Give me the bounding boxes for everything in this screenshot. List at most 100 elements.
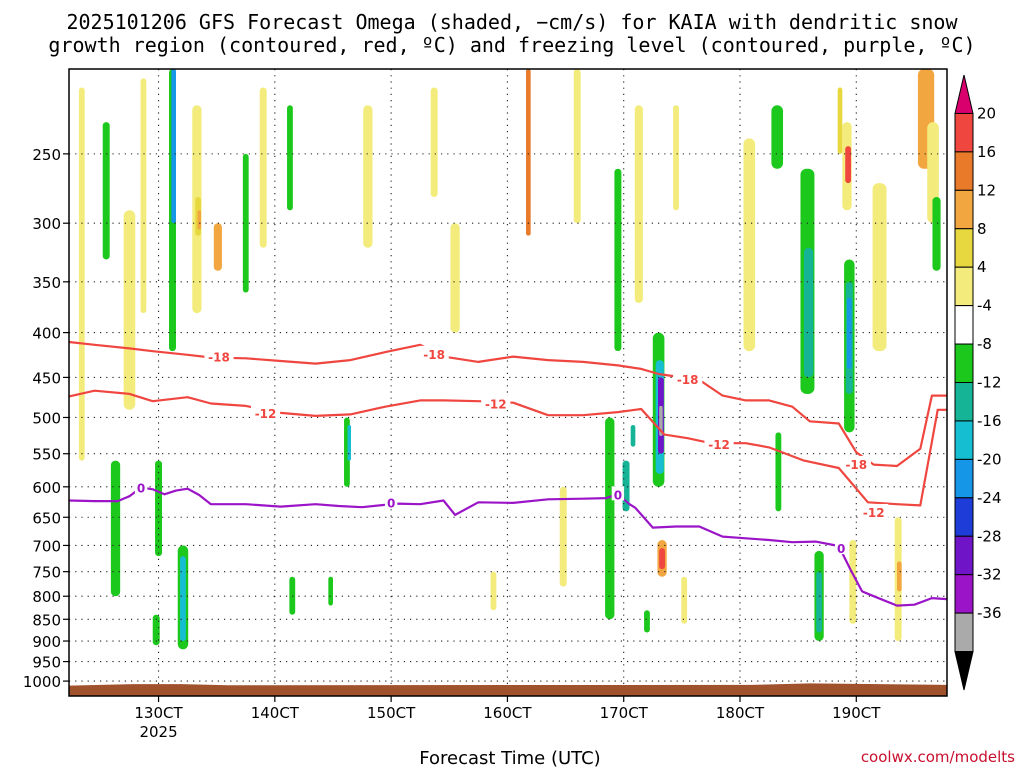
omega-shade-23 xyxy=(430,87,438,197)
x-tick-label-140CT: 140CT xyxy=(251,704,300,722)
omega-shade-19 xyxy=(328,576,333,606)
x-tick-label-150CT: 150CT xyxy=(367,704,416,722)
y-tick-label-450: 450 xyxy=(32,369,61,387)
chart-title-line2: growth region (contoured, red, ºC) and f… xyxy=(48,33,975,57)
surface-terrain xyxy=(69,683,947,696)
freezing-level-label-bg-0 xyxy=(134,479,148,494)
colorbar-label-9: -20 xyxy=(977,450,1002,468)
omega-shade-27 xyxy=(559,486,567,587)
omega-shade-21 xyxy=(347,425,352,461)
colorbar-swatch-13 xyxy=(954,574,974,614)
credit-text: coolwx.com/modelts xyxy=(861,748,1015,766)
y-tick-label-650: 650 xyxy=(32,509,61,527)
x-tick-label-180CT: 180CT xyxy=(716,704,765,722)
x-tick-label-160CT: 160CT xyxy=(483,704,532,722)
y-tick-label-300: 300 xyxy=(32,215,61,233)
colorbar-swatch-5 xyxy=(954,266,974,307)
dgz-bottom-label-bg-3 xyxy=(859,503,889,518)
y-tick-label-350: 350 xyxy=(32,274,61,292)
y-tick-label-400: 400 xyxy=(32,325,61,343)
dgz-bottom-label-bg-0 xyxy=(250,404,281,419)
omega-shade-17 xyxy=(287,105,293,211)
omega-shade-50 xyxy=(837,87,843,154)
colorbar-label-7: -12 xyxy=(977,374,1002,392)
omega-shade-4 xyxy=(140,78,147,314)
colorbar-swatch-2 xyxy=(954,151,974,191)
y-tick-label-500: 500 xyxy=(32,409,61,427)
colorbar-label-13: -36 xyxy=(977,604,1002,622)
colorbar-cap-top xyxy=(954,74,974,114)
omega-shade-29 xyxy=(605,417,615,620)
omega-shade-47 xyxy=(803,247,814,378)
omega-shade-10 xyxy=(180,556,186,642)
colorbar-label-1: 16 xyxy=(977,143,996,161)
omega-shade-6 xyxy=(155,460,163,557)
omega-shade-49 xyxy=(816,571,822,633)
freezing-level-label-1: 0 xyxy=(387,496,395,510)
omega-shade-1 xyxy=(102,122,110,260)
colorbar-cap-bottom xyxy=(954,651,974,691)
colorbar-label-10: -24 xyxy=(977,489,1002,507)
dgz-top-label-0: -18 xyxy=(208,351,230,365)
y-tick-label-800: 800 xyxy=(32,588,61,606)
y-tick-label-600: 600 xyxy=(32,479,61,497)
y-tick-label-950: 950 xyxy=(32,654,61,672)
omega-shade-22 xyxy=(363,105,373,248)
dgz-bottom-label-0: -12 xyxy=(255,407,277,421)
colorbar-swatch-10 xyxy=(954,458,974,499)
colorbar-swatch-3 xyxy=(954,189,974,230)
dgz-bottom-label-bg-1 xyxy=(481,395,511,410)
chart-title-line1: 2025101206 GFS Forecast Omega (shaded, −… xyxy=(66,10,958,34)
colorbar-label-12: -32 xyxy=(977,566,1002,584)
omega-shade-34 xyxy=(644,610,650,633)
omega-shade-24 xyxy=(450,223,460,333)
omega-shade-41 xyxy=(673,105,679,211)
colorbar-swatch-11 xyxy=(954,497,974,537)
dgz-top-label-bg-1 xyxy=(419,345,449,360)
dgz-top-label-3: -18 xyxy=(845,458,867,472)
omega-shade-32 xyxy=(630,425,636,447)
omega-shade-15 xyxy=(242,153,249,293)
omega-shade-33 xyxy=(634,105,643,303)
omega-shade-28 xyxy=(573,69,581,224)
x-tick-label-190CT: 190CT xyxy=(832,704,881,722)
surface-ground xyxy=(69,683,947,696)
omega-shade-57 xyxy=(872,183,887,352)
omega-shade-59 xyxy=(896,561,902,592)
dgz-bottom-label-2: -12 xyxy=(708,438,730,452)
y-tick-label-250: 250 xyxy=(32,146,61,164)
colorbar-label-4: 4 xyxy=(977,258,987,276)
colorbar-swatch-1 xyxy=(954,112,974,153)
omega-shade-16 xyxy=(259,87,267,248)
omega-shade-43 xyxy=(743,138,756,352)
colorbar-swatch-14 xyxy=(954,612,974,653)
dgz-top-label-bg-3 xyxy=(841,455,871,470)
y-tick-label-750: 750 xyxy=(32,564,61,582)
dgz-bottom-label-3: -12 xyxy=(863,506,885,520)
omega-shade-0 xyxy=(78,87,85,461)
omega-shading xyxy=(78,69,941,650)
colorbar-label-5: -4 xyxy=(977,297,992,315)
freezing-level-label-0: 0 xyxy=(137,481,145,495)
freezing-level-line xyxy=(68,486,948,607)
colorbar-swatch-8 xyxy=(954,382,974,422)
y-tick-label-550: 550 xyxy=(32,446,61,464)
colorbar: 20 16 12 8 4 -4 -8 -12 -16 -20 -24 -28 -32 -36 xyxy=(954,74,1002,691)
colorbar-label-0: 20 xyxy=(977,104,996,122)
y-tick-label-850: 850 xyxy=(32,611,61,629)
freezing-level-label-bg-2 xyxy=(611,486,625,501)
x-axis-label: Forecast Time (UTC) xyxy=(419,748,600,768)
colorbar-label-6: -8 xyxy=(977,335,992,353)
colorbar-swatch-4 xyxy=(954,228,974,268)
colorbar-label-8: -16 xyxy=(977,412,1002,430)
omega-shade-45 xyxy=(775,432,782,512)
y-tick-label-700: 700 xyxy=(32,537,61,555)
omega-shade-5 xyxy=(152,614,160,646)
colorbar-swatch-9 xyxy=(954,420,974,460)
omega-shade-25 xyxy=(490,571,497,611)
y-axis: 250 300 350 400 450 500 550 600 650 700 750 800 850 9… xyxy=(23,146,69,691)
omega-shade-42 xyxy=(681,576,688,624)
x-tick-label-130CT: 130CT xyxy=(134,704,183,722)
